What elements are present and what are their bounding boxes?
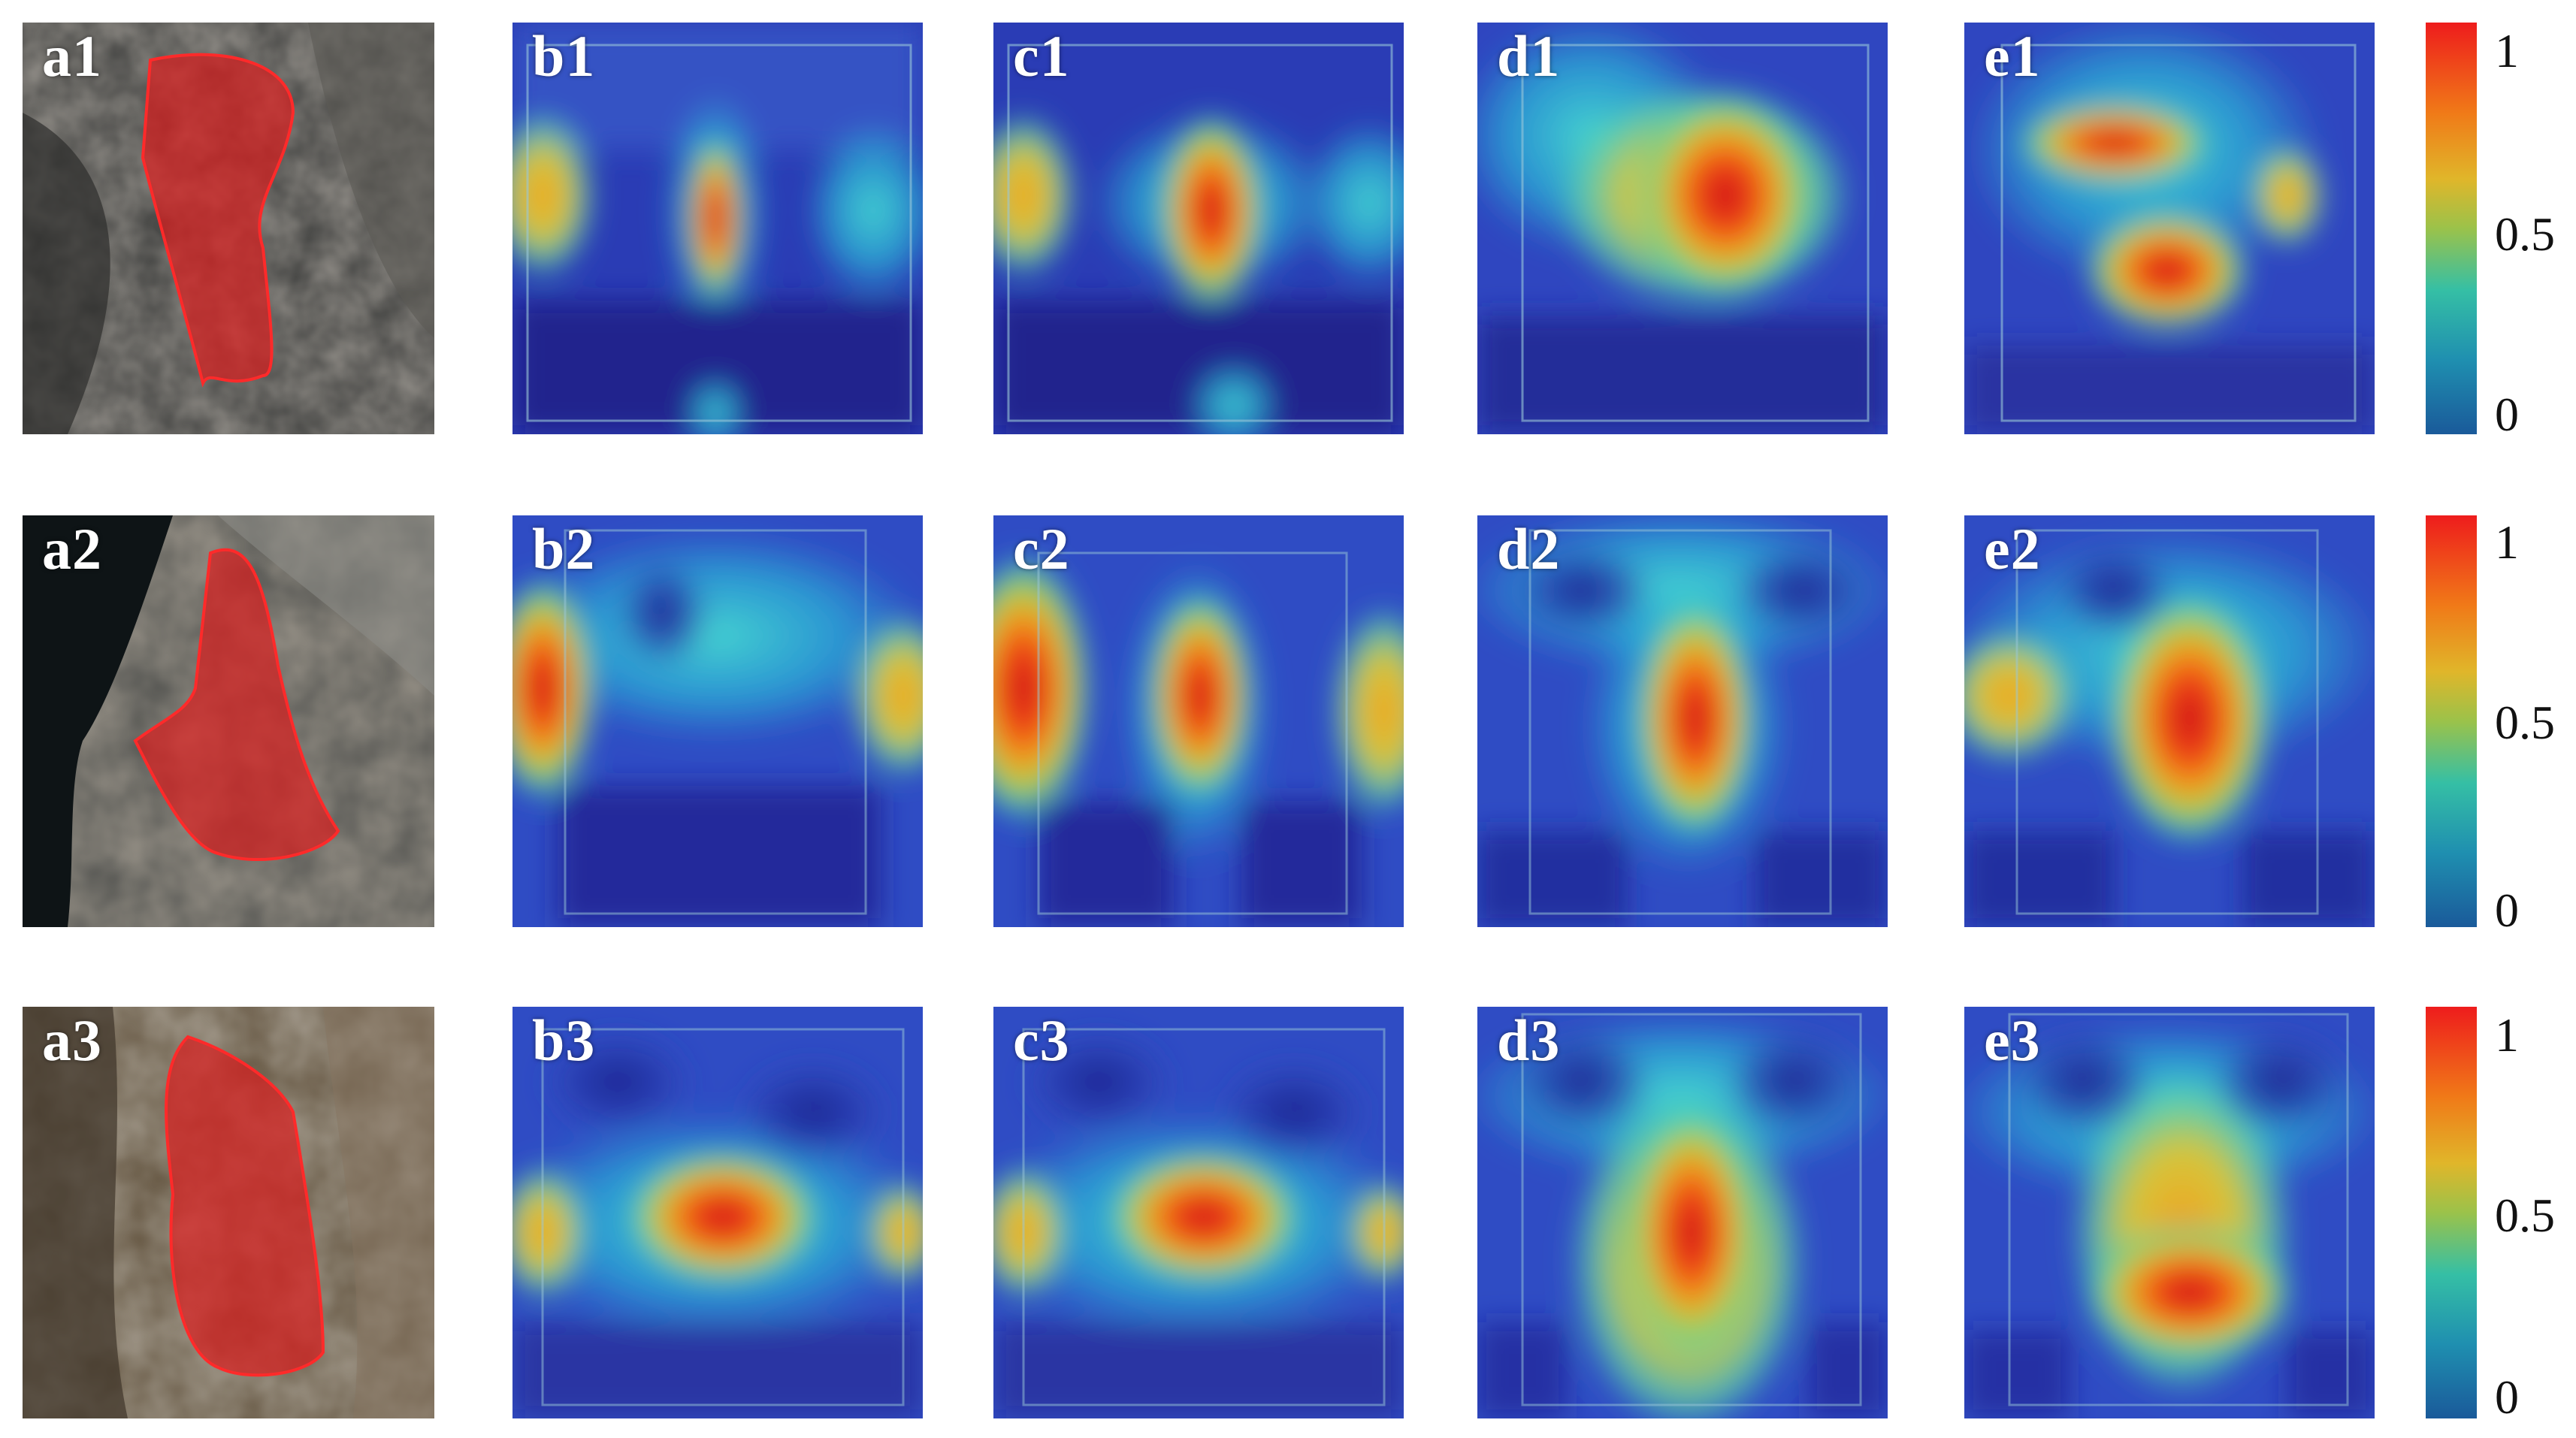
colorbar-tick-max: 1 (2495, 24, 2519, 77)
satellite-photo (23, 1007, 434, 1418)
panel-e3: e3 (1964, 1007, 2375, 1418)
panel-c2: c2 (993, 515, 1404, 927)
panel-c3: c3 (993, 1007, 1404, 1418)
panel-b3: b3 (512, 1007, 923, 1418)
colorbar-tick-mid: 0.5 (2495, 207, 2555, 261)
heatmap (1964, 23, 2375, 434)
panel-label: e2 (1984, 516, 2041, 582)
heatmap (1964, 1007, 2375, 1418)
heatmap (1477, 515, 1888, 927)
panel-label: c3 (1013, 1008, 1070, 1073)
panel-label: a1 (42, 23, 102, 89)
panel-a1: a1 (23, 23, 434, 434)
landslide-mask (133, 548, 340, 862)
panel-d3: d3 (1477, 1007, 1888, 1418)
panel-label: e3 (1984, 1008, 2041, 1073)
heatmap (1477, 1007, 1888, 1418)
colorbar-tick-max: 1 (2495, 515, 2519, 569)
panel-e1: e1 (1964, 23, 2375, 434)
heatmap (993, 23, 1404, 434)
heatmap (993, 515, 1404, 927)
heatmap (512, 515, 923, 927)
colorbar-3 (2426, 1007, 2477, 1418)
colorbar-tick-mid: 0.5 (2495, 696, 2555, 749)
colorbar-tick-mid: 0.5 (2495, 1189, 2555, 1242)
colorbar-tick-min: 0 (2495, 1370, 2519, 1424)
landslide-mask (165, 1035, 325, 1377)
satellite-photo (23, 515, 434, 927)
colorbar-tick-max: 1 (2495, 1008, 2519, 1062)
panel-c1: c1 (993, 23, 1404, 434)
heatmap (512, 23, 923, 434)
colorbar-1 (2426, 23, 2477, 434)
panel-label: b3 (532, 1008, 596, 1073)
panel-label: a3 (42, 1008, 102, 1073)
panel-label: d3 (1497, 1008, 1561, 1073)
panel-d2: d2 (1477, 515, 1888, 927)
landslide-mask (141, 53, 295, 388)
panel-label: a2 (42, 516, 102, 582)
panel-b1: b1 (512, 23, 923, 434)
panel-label: c1 (1013, 23, 1070, 89)
panel-label: b1 (532, 23, 596, 89)
panel-label: d2 (1497, 516, 1561, 582)
heatmap (1964, 515, 2375, 927)
colorbar-tick-min: 0 (2495, 388, 2519, 441)
panel-label: b2 (532, 516, 596, 582)
panel-a3: a3 (23, 1007, 434, 1418)
heatmap (512, 1007, 923, 1418)
panel-label: d1 (1497, 23, 1561, 89)
panel-d1: d1 (1477, 23, 1888, 434)
heatmap (1477, 23, 1888, 434)
panel-a2: a2 (23, 515, 434, 927)
panel-label: e1 (1984, 23, 2041, 89)
heatmap (993, 1007, 1404, 1418)
panel-e2: e2 (1964, 515, 2375, 927)
colorbar-2 (2426, 515, 2477, 927)
satellite-photo (23, 23, 434, 434)
panel-b2: b2 (512, 515, 923, 927)
panel-label: c2 (1013, 516, 1070, 582)
colorbar-tick-min: 0 (2495, 884, 2519, 937)
